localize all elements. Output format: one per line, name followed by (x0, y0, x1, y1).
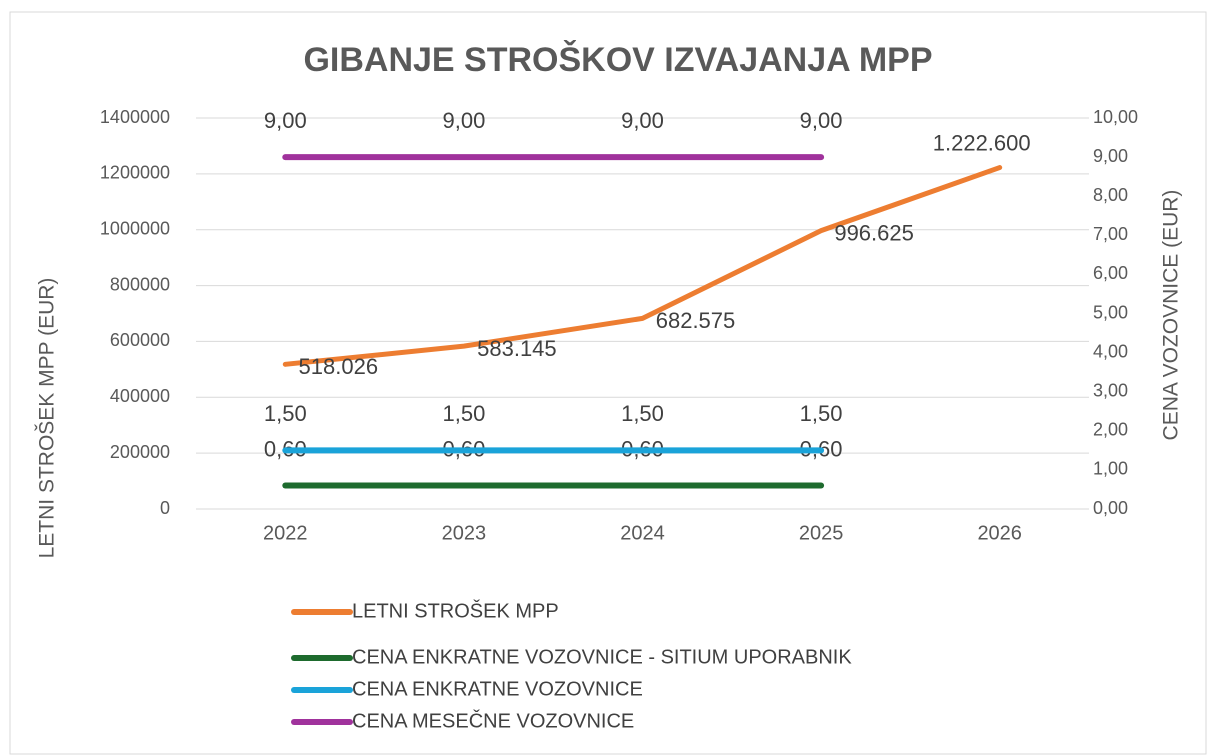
y2-tick-label: 8,00 (1093, 185, 1128, 205)
data-label: 1,50 (442, 401, 485, 426)
y2-tick-label: 1,00 (1093, 459, 1128, 479)
y2-tick-label: 4,00 (1093, 341, 1128, 361)
y-tick-label: 1000000 (100, 218, 170, 238)
y-tick-label: 1400000 (100, 107, 170, 127)
data-label: 1,50 (621, 401, 664, 426)
data-label: 9,00 (264, 108, 307, 133)
y-tick-label: 800000 (110, 274, 170, 294)
y-tick-label: 400000 (110, 386, 170, 406)
y2-tick-label: 6,00 (1093, 263, 1128, 283)
chart-border (9, 11, 1207, 755)
legend-label: LETNI STROŠEK MPP (352, 599, 559, 622)
y2-tick-label: 3,00 (1093, 380, 1128, 400)
y-tick-label: 200000 (110, 442, 170, 462)
data-label: 1,50 (800, 401, 843, 426)
x-tick-label: 2025 (799, 522, 844, 544)
y2-tick-label: 0,00 (1093, 498, 1128, 518)
y-axis-title: LETNI STROŠEK MPP (EUR) (36, 278, 59, 559)
data-label: 9,00 (442, 108, 485, 133)
data-label: 682.575 (656, 308, 736, 333)
legend-label: CENA MESEČNE VOZOVNICE (352, 709, 634, 732)
data-label: 996.625 (834, 220, 914, 245)
series-line (282, 165, 1003, 367)
x-tick-label: 2023 (442, 522, 487, 544)
y2-tick-label: 7,00 (1093, 224, 1128, 244)
chart-title: GIBANJE STROŠKOV IZVAJANJA MPP (303, 40, 932, 79)
y2-tick-label: 9,00 (1093, 146, 1128, 166)
y2-tick-label: 2,00 (1093, 420, 1128, 440)
y-tick-label: 600000 (110, 330, 170, 350)
x-tick-label: 2024 (620, 522, 665, 544)
y2-axis-title: CENA VOZOVNICE (EUR) (1160, 190, 1183, 441)
x-tick-label: 2026 (977, 522, 1022, 544)
y2-tick-label: 10,00 (1093, 107, 1138, 127)
legend-label: CENA ENKRATNE VOZOVNICE - SITIUM UPORABN… (352, 646, 852, 668)
data-label: 518.026 (299, 354, 379, 379)
x-tick-label: 2022 (263, 522, 308, 544)
data-label: 1.222.600 (933, 130, 1031, 155)
y2-tick-label: 5,00 (1093, 302, 1128, 322)
data-label: 1,50 (264, 401, 307, 426)
data-label: 9,00 (800, 108, 843, 133)
data-label: 9,00 (621, 108, 664, 133)
legend-label: CENA ENKRATNE VOZOVNICE (352, 678, 643, 700)
y-tick-label: 1200000 (100, 163, 170, 183)
y-tick-label: 0 (160, 498, 170, 518)
data-label: 583.145 (477, 336, 557, 361)
